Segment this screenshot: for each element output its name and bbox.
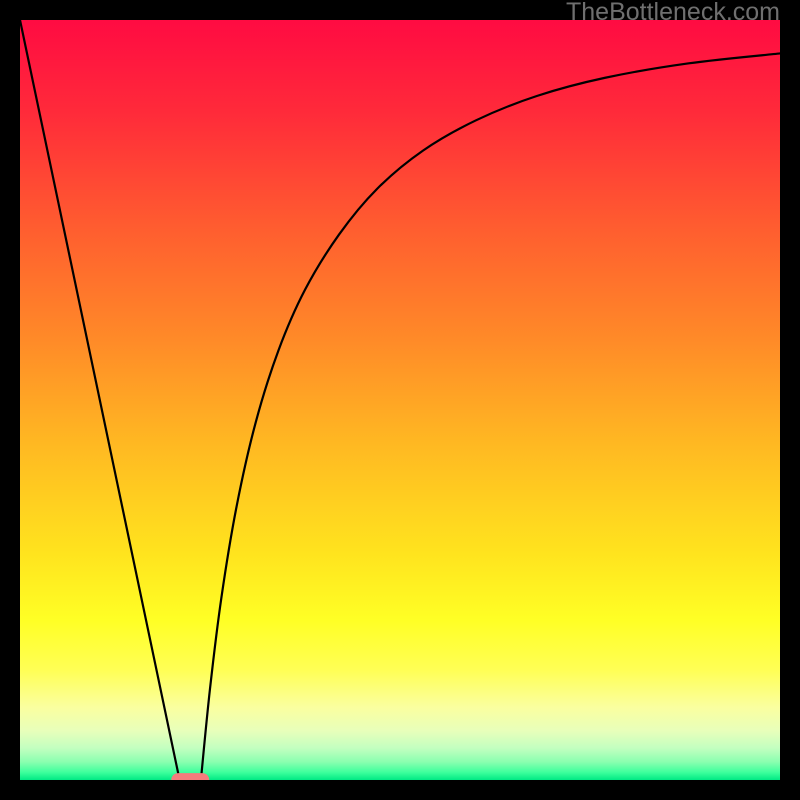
curve-layer <box>20 20 780 780</box>
chart-container: TheBottleneck.com <box>0 0 800 800</box>
bottleneck-curve <box>20 20 780 780</box>
optimum-marker <box>171 773 209 780</box>
plot-area <box>20 20 780 780</box>
watermark-text: TheBottleneck.com <box>566 0 780 27</box>
